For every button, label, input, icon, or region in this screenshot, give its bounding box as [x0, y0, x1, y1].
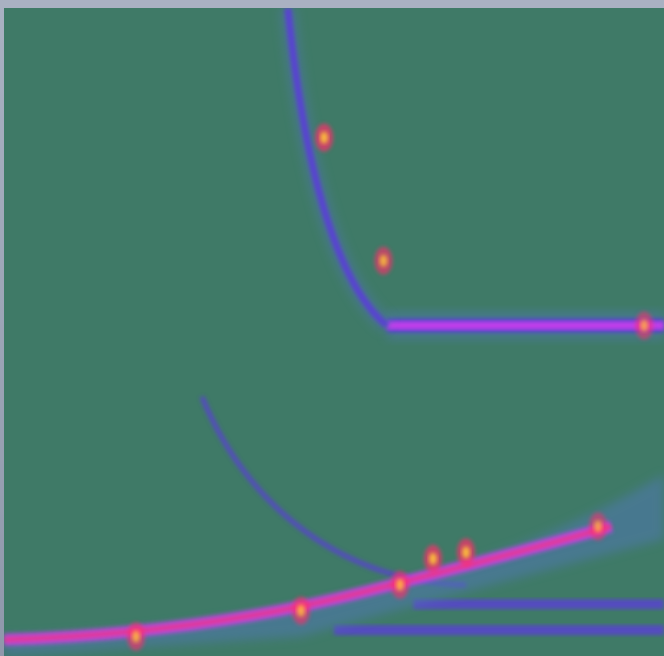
hot-spot-core [429, 552, 437, 565]
hot-spot-core [462, 546, 470, 559]
baseline-layer [4, 474, 664, 656]
hot-spot-core [379, 254, 388, 267]
hot-spot-layer [127, 123, 654, 651]
lower-band [334, 625, 664, 636]
horizontal-trace-core [386, 321, 664, 330]
hot-spot-core [297, 604, 305, 617]
upper-curve [284, 8, 390, 329]
hot-spot-core [320, 131, 329, 144]
hot-spot-core [594, 520, 602, 533]
hot-spot-core [132, 630, 140, 643]
lower-band [413, 599, 664, 610]
baseline-ridge-core [4, 524, 612, 642]
vertical-trace-layer [13, 8, 649, 644]
heatmap-plot [4, 8, 664, 656]
hot-spot-core [640, 319, 649, 332]
hot-spot-core [396, 578, 404, 591]
